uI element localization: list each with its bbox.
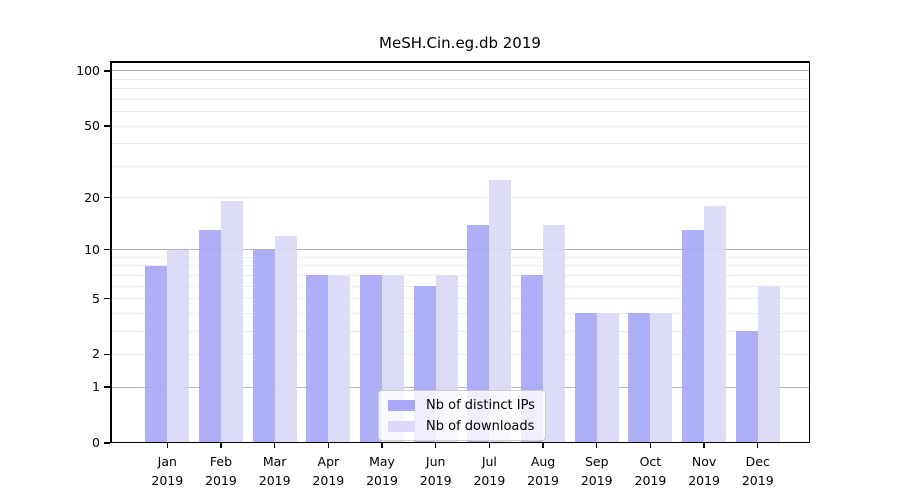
bar-nb-of-downloads-dec	[757, 286, 780, 443]
x-tick-jul	[488, 443, 491, 448]
x-tick-label-nov: Nov 2019	[688, 454, 720, 488]
gridline-y-10	[111, 249, 809, 251]
y-tick-label-0: 0	[92, 435, 100, 450]
x-tick-jun	[435, 443, 437, 448]
bar-nb-of-downloads-feb	[220, 201, 243, 443]
plot-area: Nb of distinct IPs Nb of downloads 0 1 2 5 1…	[76, 61, 810, 488]
x-tick-feb	[220, 443, 222, 448]
x-tick-label-aug: Aug 2019	[527, 454, 559, 488]
plot-border-top	[110, 61, 810, 63]
x-tick-label-mar: Mar 2019	[258, 454, 291, 488]
gridline-y-50	[111, 125, 809, 127]
x-tick-sep	[596, 443, 598, 448]
x-tick-label-sep: Sep 2019	[580, 454, 613, 488]
gridline-y-4	[111, 312, 809, 314]
bar-nb-of-distinct-ips-feb	[198, 230, 221, 443]
y-tick-5	[104, 297, 110, 300]
bar-nb-of-distinct-ips-jan	[145, 265, 168, 443]
bar-nb-of-downloads-sep	[596, 313, 619, 443]
legend-item-downloads: Nb of downloads	[388, 418, 535, 434]
gridline-y-60	[111, 111, 809, 113]
x-axis-line	[110, 441, 810, 443]
x-tick-label-oct: Oct 2019	[634, 454, 667, 488]
y-tick-0	[104, 442, 110, 444]
legend-label-downloads: Nb of downloads	[426, 418, 535, 434]
gridline-y-70	[111, 98, 809, 100]
bar-nb-of-downloads-nov	[704, 205, 727, 443]
plot-border-right	[808, 61, 810, 443]
y-tick-label-2: 2	[92, 346, 100, 362]
y-tick-label-20: 20	[84, 189, 100, 205]
y-tick-10	[104, 248, 110, 251]
y-tick-50	[104, 125, 110, 127]
gridline-y-7	[111, 274, 809, 276]
bar-nb-of-distinct-ips-jul	[467, 224, 490, 443]
x-tick-may	[381, 443, 383, 448]
gridline-y-6	[111, 285, 809, 287]
y-tick-label-10: 10	[84, 241, 100, 257]
x-tick-label-apr: Apr 2019	[312, 454, 345, 488]
bar-nb-of-downloads-jul	[489, 180, 512, 443]
x-tick-apr	[327, 443, 330, 448]
bar-nb-of-distinct-ips-dec	[735, 331, 758, 443]
x-tick-label-jun: Jun 2019	[419, 454, 452, 488]
bar-nb-of-distinct-ips-sep	[574, 313, 597, 443]
y-tick-label-50: 50	[84, 118, 100, 133]
bar-nb-of-distinct-ips-may	[360, 275, 383, 443]
bar-nb-of-distinct-ips-mar	[252, 249, 275, 443]
legend-swatch-distinct-ips	[388, 399, 415, 411]
gridline-y-3	[111, 330, 809, 332]
y-tick-label-5: 5	[92, 290, 100, 306]
x-tick-label-dec: Dec 2019	[741, 454, 774, 488]
y-tick-20	[104, 196, 110, 199]
gridline-y-8	[111, 265, 809, 267]
gridline-y-30	[111, 165, 809, 167]
legend-item-distinct-ips: Nb of distinct IPs	[388, 397, 535, 413]
y-tick-label-1: 1	[92, 379, 100, 395]
x-tick-nov	[703, 443, 705, 448]
legend: Nb of distinct IPs Nb of downloads	[378, 390, 546, 441]
x-tick-label-may: May 2019	[366, 454, 398, 488]
y-tick-2	[104, 353, 110, 356]
gridline-y-5	[111, 298, 809, 300]
x-tick-oct	[649, 443, 652, 448]
x-tick-label-feb: Feb 2019	[205, 454, 237, 488]
x-tick-mar	[273, 443, 276, 448]
bar-nb-of-downloads-mar	[274, 236, 297, 443]
x-tick-jan	[166, 443, 168, 448]
x-tick-label-jan: Jan 2019	[151, 454, 184, 488]
chart-title: MeSH.Cin.eg.db 2019	[379, 34, 541, 52]
gridline-y-9	[111, 256, 809, 258]
y-tick-label-100: 100	[76, 62, 100, 78]
bar-nb-of-downloads-jan	[167, 249, 190, 443]
gridline-y-1	[111, 386, 809, 388]
gridline-y-2	[111, 353, 809, 355]
legend-label-distinct-ips: Nb of distinct IPs	[426, 397, 535, 413]
bar-nb-of-downloads-aug	[543, 224, 566, 443]
gridline-y-40	[111, 143, 809, 145]
y-axis-line	[110, 61, 112, 443]
x-tick-aug	[542, 443, 544, 448]
bar-nb-of-distinct-ips-apr	[306, 275, 329, 443]
x-tick-dec	[757, 443, 759, 448]
x-tick-label-jul: Jul 2019	[473, 454, 506, 488]
bar-nb-of-downloads-oct	[650, 313, 673, 443]
bar-nb-of-downloads-apr	[328, 275, 351, 443]
gridline-y-80	[111, 88, 809, 90]
gridline-y-90	[111, 78, 809, 80]
y-tick-1	[104, 386, 110, 388]
y-tick-100	[104, 70, 110, 72]
gridline-y-100	[111, 70, 809, 72]
gridline-y-20	[111, 197, 809, 199]
bar-nb-of-distinct-ips-nov	[682, 230, 705, 443]
legend-swatch-downloads	[388, 420, 415, 432]
bar-nb-of-distinct-ips-oct	[628, 313, 651, 443]
